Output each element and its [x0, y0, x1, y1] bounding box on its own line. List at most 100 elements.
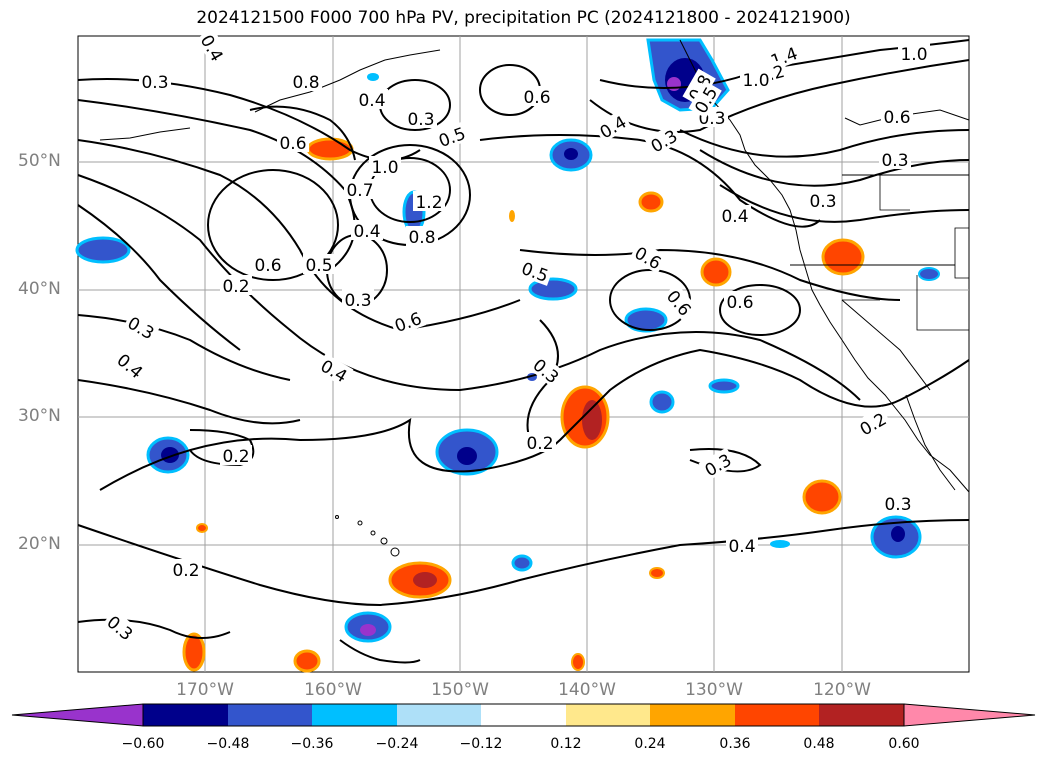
contour-label: 0.2: [526, 434, 553, 454]
colorbar-tick-label: −0.24: [375, 736, 419, 752]
contour-label-bg: [111, 347, 150, 384]
contour-label: 0.2: [222, 447, 249, 467]
lon-label-120w: 120°W: [813, 680, 871, 700]
contour-label-bg: [881, 106, 913, 126]
contour-label-bg: [724, 291, 756, 311]
contour-label-bg: [726, 535, 758, 555]
contour-label: 0.6: [726, 293, 753, 313]
contour-label: 0.4: [358, 91, 385, 111]
contour-label: 0.3: [884, 495, 911, 515]
map-gridlines: [78, 36, 969, 672]
contour-label-bg: [389, 306, 427, 336]
contour-label-bg: [139, 71, 171, 91]
contour-label-bg: [527, 352, 566, 389]
contour-label-bg: [277, 132, 309, 152]
contour-label-bg: [220, 445, 252, 465]
contour-label-bg: [405, 108, 437, 128]
lon-label-150w: 150°W: [431, 680, 489, 700]
lon-label-160w: 160°W: [304, 680, 362, 700]
contour-label: 1.0: [742, 71, 769, 91]
lon-label-130w: 130°W: [685, 680, 743, 700]
contour-label: 0.3: [344, 291, 371, 311]
contour-labels: 0.3 0.4 0.8 0.4 0.3 0.5 0.6 0.6 1.0 0.7 1.2 0.8 0.4 0…: [101, 28, 930, 646]
contour-label: 0.6: [254, 256, 281, 276]
contour-label: 0.6: [523, 88, 550, 108]
lon-label-140w: 140°W: [558, 680, 616, 700]
contour-label: 0.7: [346, 181, 373, 201]
lon-label-170w: 170°W: [176, 680, 234, 700]
contour-label: 0.8: [292, 73, 319, 93]
contour-label: 0.3: [141, 73, 168, 93]
contour-label-bg: [101, 609, 140, 646]
state-borders: [842, 175, 970, 331]
contour-label: 1.0: [371, 158, 398, 178]
lat-label-50n: 50°N: [18, 151, 61, 171]
contour-label: 0.3: [881, 151, 908, 171]
contour-label: 0.2: [222, 277, 249, 297]
contour-label-bg: [698, 447, 737, 481]
contour-label-bg: [303, 254, 335, 274]
contour-label-bg: [521, 86, 553, 106]
contour-label-bg: [344, 179, 376, 199]
contour-label-bg: [252, 254, 284, 274]
contour-label-bg: [879, 149, 911, 169]
contour-label-bg: [406, 226, 438, 246]
contour-label: 0.4: [721, 207, 748, 227]
contour-label: 0.4: [728, 537, 755, 557]
colorbar-tick-label: 0.24: [634, 736, 666, 752]
contour-label-bg: [351, 220, 383, 240]
contour-label-bg: [315, 353, 354, 387]
map-frame: [77, 35, 970, 673]
colorbar-tick-label: 0.60: [888, 736, 920, 752]
contour-label-bg: [688, 80, 722, 119]
contour-label-bg: [853, 406, 892, 440]
contour-label-bg: [220, 275, 252, 295]
contour-label-bg: [122, 310, 161, 344]
contour-label-bg: [629, 240, 668, 274]
colorbar-tick-label: 0.12: [550, 736, 582, 752]
colorbar-tick-label: −0.60: [121, 736, 165, 752]
contour-label-bg: [719, 205, 751, 225]
contour-label-bg: [882, 493, 914, 513]
contour-label: 0.6: [279, 134, 306, 154]
contour-label: 0.3: [407, 110, 434, 130]
contour-label-bg: [342, 289, 374, 309]
contour-label-bg: [413, 191, 445, 211]
precip-shading: [75, 38, 940, 673]
contour-label-bg: [644, 123, 683, 157]
contour-label-bg: [807, 190, 839, 210]
contour-label-bg: [898, 43, 930, 63]
contour-label-bg: [516, 256, 554, 286]
colorbar: [11, 703, 1036, 727]
contour-label-bg: [170, 559, 202, 579]
colorbar-tick-label: 0.36: [719, 736, 751, 752]
contour-label-bg: [356, 89, 388, 109]
contour-label-bg: [593, 109, 632, 143]
colorbar-tick-label: −0.48: [206, 736, 250, 752]
contour-label: 1.0: [900, 45, 927, 65]
contour-label: 0.3: [809, 192, 836, 212]
contour-label: 0.4: [353, 222, 380, 242]
lat-label-30n: 30°N: [18, 406, 61, 426]
contour-label-bg: [524, 432, 556, 452]
contour-label: 0.8: [408, 228, 435, 248]
map-title: 2024121500 F000 700 hPa PV, precipitatio…: [196, 8, 851, 28]
lat-label-40n: 40°N: [18, 279, 61, 299]
pv-contours: [77, 39, 970, 664]
colorbar-tick-label: 0.48: [803, 736, 835, 752]
contour-label: 1.2: [415, 193, 442, 213]
contour-label-bg: [661, 283, 698, 322]
colorbar-tick-label: −0.12: [459, 736, 503, 752]
contour-label-bg: [682, 68, 716, 107]
contour-label: 0.6: [883, 108, 910, 128]
colorbar-tick-label: −0.36: [290, 736, 334, 752]
contour-label: 0.5: [305, 256, 332, 276]
contour-label-bg: [369, 156, 401, 176]
contour-label: 0.2: [172, 561, 199, 581]
contour-label-bg: [290, 71, 322, 91]
lat-label-20n: 20°N: [18, 534, 61, 554]
contour-label-bg: [740, 69, 772, 89]
contour-label-bg: [196, 28, 230, 67]
contour-label-bg: [433, 121, 471, 151]
